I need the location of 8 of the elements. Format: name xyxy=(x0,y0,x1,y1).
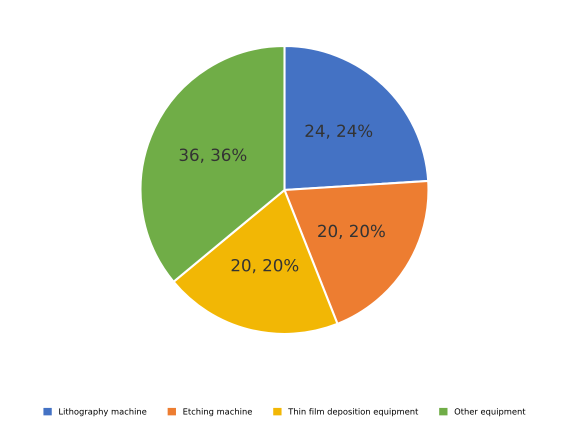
legend-label: Thin film deposition equipment xyxy=(288,408,418,416)
data-label: 20, 20% xyxy=(318,224,385,239)
data-label: 20, 20% xyxy=(232,258,298,274)
data-label: 36, 36% xyxy=(180,148,246,163)
data-label: 24, 24% xyxy=(306,124,372,139)
legend-label: Etching machine xyxy=(183,408,252,416)
legend-label: Lithography machine xyxy=(59,408,146,416)
legend-label: Other equipment xyxy=(454,408,526,416)
